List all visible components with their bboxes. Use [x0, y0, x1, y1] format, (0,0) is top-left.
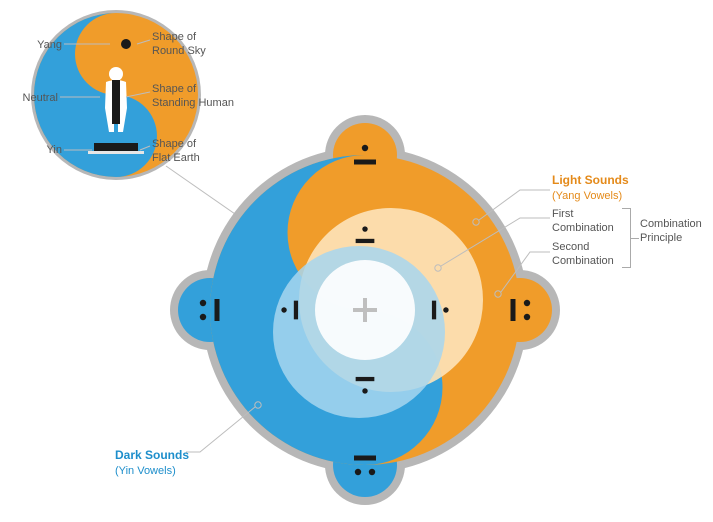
light-sounds-sub: (Yang Vowels)	[552, 189, 622, 203]
principle-bracket	[622, 208, 631, 268]
light-sounds-title: Light Sounds	[552, 173, 629, 189]
label-earth: Shape ofFlat Earth	[152, 137, 200, 166]
label-neutral: Neutral	[18, 91, 58, 105]
combination-principle: CombinationPrinciple	[640, 217, 702, 246]
label-human: Shape ofStanding Human	[152, 82, 234, 111]
dark-sounds-title: Dark Sounds	[115, 448, 189, 464]
label-yang: Yang	[34, 38, 62, 52]
sky-dot	[121, 39, 131, 49]
label-sky: Shape ofRound Sky	[152, 30, 206, 59]
dark-sounds-sub: (Yin Vowels)	[115, 464, 176, 478]
earth-bar	[94, 143, 138, 151]
main-yinyang	[170, 115, 560, 505]
first-combination: FirstCombination	[552, 207, 614, 236]
label-yin: Yin	[40, 143, 62, 157]
second-combination: SecondCombination	[552, 240, 614, 269]
